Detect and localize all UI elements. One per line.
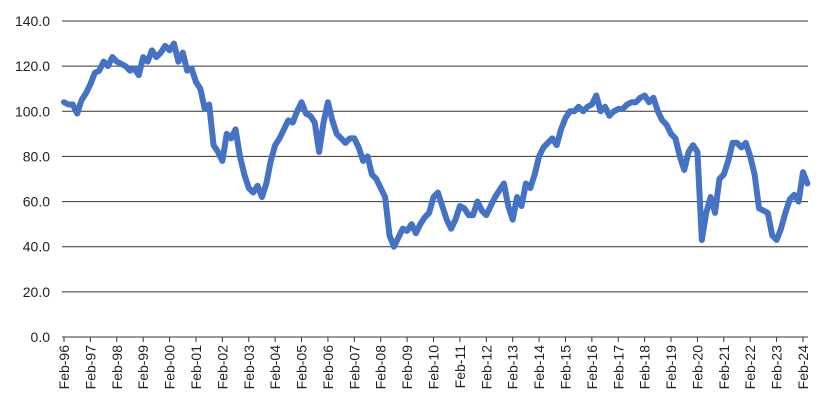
x-tick-label: Feb-04 (267, 345, 283, 390)
y-tick-label: 60.0 (23, 194, 50, 210)
x-tick-label: Feb-12 (478, 345, 494, 390)
x-tick-label: Feb-14 (531, 345, 547, 390)
x-tick-label: Feb-23 (769, 345, 785, 390)
x-tick-label: Feb-09 (399, 345, 415, 390)
y-tick-label: 140.0 (15, 13, 50, 29)
line-series (61, 40, 811, 250)
x-tick-label: Feb-18 (637, 345, 653, 390)
x-tick-label: Feb-19 (663, 345, 679, 390)
x-tick-label: Feb-10 (426, 345, 442, 390)
x-tick-label: Feb-97 (82, 345, 98, 390)
y-tick-label: 100.0 (15, 103, 50, 119)
x-tick-label: Feb-20 (689, 345, 705, 390)
x-tick-label: Feb-99 (135, 345, 151, 390)
x-tick-label: Feb-00 (162, 345, 178, 390)
y-tick-label: 40.0 (23, 239, 50, 255)
y-tick-label: 0.0 (31, 329, 51, 345)
y-tick-label: 120.0 (15, 58, 50, 74)
y-tick-label: 20.0 (23, 284, 50, 300)
x-tick-label: Feb-06 (320, 345, 336, 390)
y-tick-label: 80.0 (23, 148, 50, 164)
x-tick-label: Feb-01 (188, 345, 204, 390)
x-tick-label: Feb-02 (214, 345, 230, 390)
x-tick-label: Feb-24 (795, 345, 811, 390)
x-tick-label: Feb-17 (610, 345, 626, 390)
x-tick-label: Feb-98 (109, 345, 125, 390)
x-tick-label: Feb-15 (557, 345, 573, 390)
x-tick-label: Feb-22 (742, 345, 758, 390)
x-tick-label: Feb-16 (584, 345, 600, 390)
x-tick-label: Feb-96 (56, 345, 72, 390)
x-tick-label: Feb-11 (452, 345, 468, 389)
x-tick-label: Feb-21 (716, 345, 732, 390)
x-tick-label: Feb-03 (241, 345, 257, 390)
x-tick-label: Feb-07 (346, 345, 362, 390)
x-tick-label: Feb-13 (505, 345, 521, 390)
x-tick-label: Feb-05 (294, 345, 310, 390)
x-tick-label: Feb-08 (373, 345, 389, 390)
